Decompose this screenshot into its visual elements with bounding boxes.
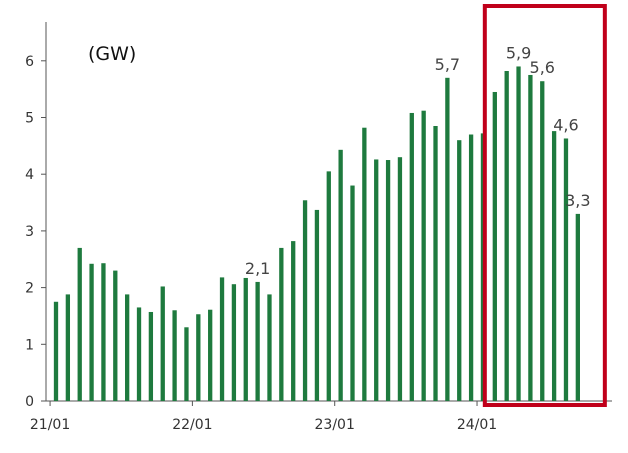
data-label: 5,9 [506,43,531,62]
bar [231,284,237,401]
y-tick-label: 1 [25,337,34,353]
y-tick-label: 6 [25,54,34,70]
data-label: 5,7 [435,55,460,74]
unit-label: (GW) [88,43,136,65]
bar [492,91,497,402]
bar [362,127,367,402]
bar [101,263,106,401]
bar [267,294,272,401]
bar [196,314,201,401]
bar [445,77,450,401]
bar [575,213,580,401]
bar [89,263,94,401]
bar [385,160,391,401]
y-axis: 0 1 2 3 4 5 6 [25,22,47,410]
bar [125,294,130,401]
bar [433,126,438,401]
bar [374,159,379,401]
bar [338,149,343,401]
bar [457,140,462,401]
bar [409,112,414,402]
bar [136,307,142,401]
highlight-box [482,4,607,407]
data-label: 4,6 [553,115,578,134]
bar [184,327,189,401]
y-tick-label: 2 [25,281,34,297]
bar [160,286,165,401]
bar [255,281,260,401]
bar [219,277,225,401]
bar [504,71,509,402]
x-tick-label: 24/01 [457,417,497,433]
bar [148,311,154,401]
x-tick-label: 22/01 [172,417,212,433]
data-labels: 2,1 5,7 5,95,6 4,6 3,3 [245,43,591,277]
bar [243,277,248,401]
bar [540,81,545,401]
bar [397,157,403,401]
bar [516,66,521,401]
y-tick-label: 3 [25,224,34,240]
bar [563,138,569,401]
bars [53,66,580,402]
data-label: 3,3 [565,191,590,210]
bar [421,110,426,402]
bar [326,171,331,401]
y-tick-label: 0 [25,394,34,410]
bar [528,74,533,401]
bar [302,200,308,401]
bar [314,209,320,401]
y-tick-label: 4 [25,167,34,183]
bar [172,310,177,401]
x-tick-label: 23/01 [315,417,355,433]
y-tick-label: 5 [25,111,34,127]
bar [551,131,557,401]
bar [208,309,213,401]
x-tick-label: 21/01 [30,417,70,433]
bar [468,134,474,401]
bar [279,247,284,401]
data-label: 2,1 [245,259,270,278]
bar [53,301,59,401]
bar [77,247,82,401]
data-label: 5,6 [530,58,555,77]
bar [65,294,71,401]
bar [291,241,296,401]
bar [113,270,118,401]
bar [350,185,355,401]
